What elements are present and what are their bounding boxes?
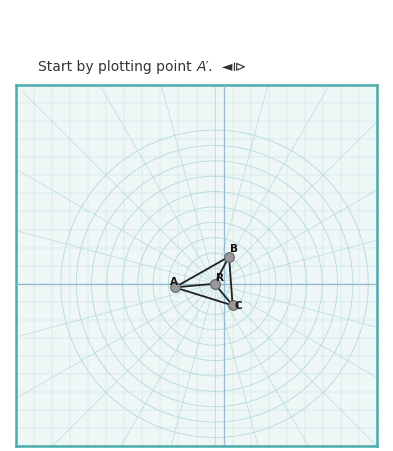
Text: B: B [230, 244, 239, 254]
Text: R: R [217, 272, 224, 282]
Text: Start by plotting point: Start by plotting point [39, 60, 197, 74]
Text: A: A [170, 277, 178, 287]
Text: triangle ABC with a scale factor of 4 and center of dilation: triangle ABC with a scale factor of 4 an… [4, 19, 393, 32]
Text: A′.  ◄⧐: A′. ◄⧐ [196, 60, 247, 74]
Text: C: C [235, 300, 242, 310]
